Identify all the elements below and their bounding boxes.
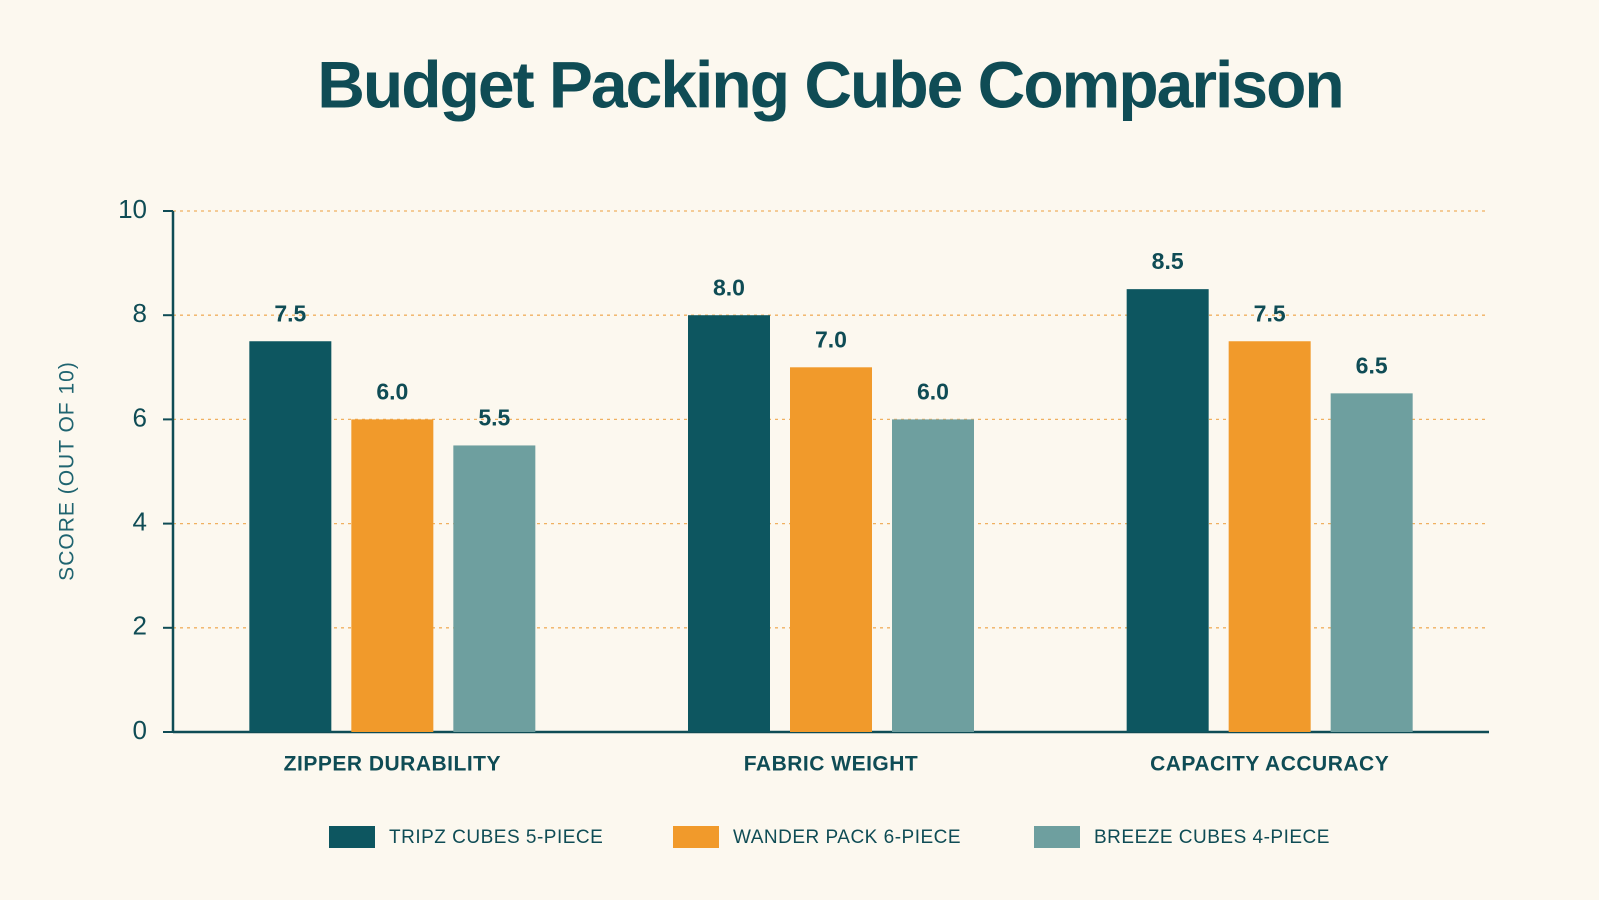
value-label: 8.0	[713, 274, 745, 300]
legend-label: BREEZE CUBES 4-PIECE	[1094, 827, 1330, 848]
value-label: 8.5	[1152, 248, 1184, 274]
value-label: 7.5	[274, 300, 306, 326]
y-tick-label: 0	[133, 715, 147, 745]
y-axis-label: SCORE (OUT OF 10)	[56, 361, 79, 581]
x-tick-label: CAPACITY ACCURACY	[1150, 753, 1389, 776]
bar	[790, 367, 872, 732]
bar	[688, 315, 770, 732]
bar	[892, 419, 974, 732]
x-tick-label: FABRIC WEIGHT	[744, 753, 919, 776]
x-tick-label: ZIPPER DURABILITY	[284, 753, 501, 776]
bar	[453, 445, 536, 732]
value-label: 7.0	[815, 326, 847, 352]
value-label: 6.5	[1356, 352, 1388, 378]
value-label: 6.0	[917, 378, 949, 404]
legend-label: WANDER PACK 6-PIECE	[733, 827, 961, 848]
y-tick-label: 4	[133, 506, 147, 536]
chart-title: Budget Packing Cube Comparison	[317, 47, 1342, 121]
bar	[1126, 289, 1209, 732]
y-tick-label: 2	[133, 611, 147, 641]
bar	[249, 341, 332, 732]
y-tick-label: 8	[133, 298, 147, 328]
legend-swatch	[1034, 826, 1080, 848]
bar	[351, 419, 434, 732]
y-tick-label: 6	[133, 402, 147, 432]
value-label: 7.5	[1254, 300, 1286, 326]
y-tick-label: 10	[118, 194, 147, 224]
bar	[1228, 341, 1311, 732]
bar	[1330, 393, 1413, 732]
legend-label: TRIPZ CUBES 5-PIECE	[389, 827, 603, 848]
legend-swatch	[673, 826, 719, 848]
legend-swatch	[329, 826, 375, 848]
value-label: 5.5	[478, 405, 510, 431]
value-label: 6.0	[376, 378, 408, 404]
